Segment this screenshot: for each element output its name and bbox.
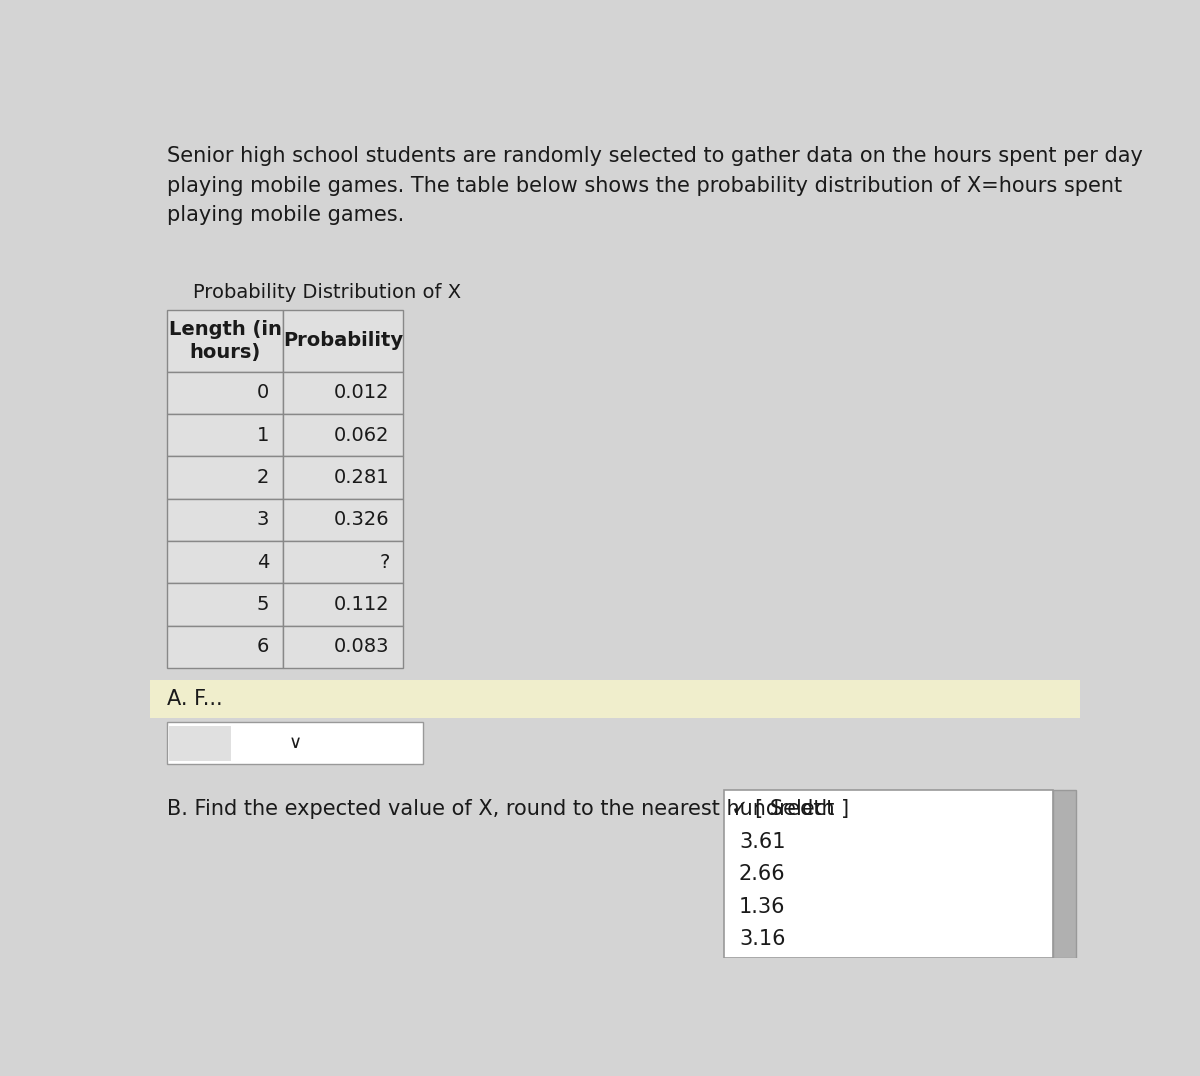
Bar <box>283 310 403 371</box>
Text: Probability: Probability <box>283 331 403 351</box>
Text: 0.062: 0.062 <box>334 426 390 444</box>
Text: 3.61: 3.61 <box>739 832 786 852</box>
Bar <box>283 626 403 668</box>
Text: 0.012: 0.012 <box>334 383 390 402</box>
Bar <box>167 371 283 414</box>
Text: 3.16: 3.16 <box>739 930 786 949</box>
Bar <box>283 414 403 456</box>
Text: Senior high school students are randomly selected to gather data on the hours sp: Senior high school students are randomly… <box>167 146 1142 225</box>
Bar <box>167 414 283 456</box>
Text: ∨: ∨ <box>288 734 301 752</box>
Bar <box>167 310 283 371</box>
Bar <box>283 583 403 626</box>
Bar <box>283 541 403 583</box>
Text: 0.083: 0.083 <box>334 637 390 656</box>
Text: 2.66: 2.66 <box>739 864 786 884</box>
Bar <box>283 371 403 414</box>
Text: 6: 6 <box>257 637 269 656</box>
Text: 1.36: 1.36 <box>739 896 786 917</box>
Bar <box>283 456 403 498</box>
Bar <box>1052 790 1076 958</box>
Text: 0: 0 <box>257 383 269 402</box>
Bar <box>724 790 1052 958</box>
Text: 0.281: 0.281 <box>334 468 390 487</box>
Bar <box>169 726 232 761</box>
Text: 4: 4 <box>257 553 269 571</box>
Text: Length (in
hours): Length (in hours) <box>169 320 282 363</box>
Text: ?: ? <box>379 553 390 571</box>
Bar <box>167 498 283 541</box>
Bar <box>167 626 283 668</box>
Bar <box>167 541 283 583</box>
Text: ✓ [ Select ]: ✓ [ Select ] <box>731 799 850 819</box>
Text: 0.112: 0.112 <box>334 595 390 614</box>
Text: 1: 1 <box>257 426 269 444</box>
Text: A. F...: A. F... <box>167 689 223 709</box>
Bar <box>167 456 283 498</box>
Bar <box>167 583 283 626</box>
Text: Probability Distribution of X: Probability Distribution of X <box>193 283 461 302</box>
Text: 3: 3 <box>257 510 269 529</box>
Text: 0.326: 0.326 <box>334 510 390 529</box>
Bar <box>283 498 403 541</box>
Text: 5: 5 <box>257 595 269 614</box>
Bar <box>150 680 1080 718</box>
Bar <box>167 722 422 764</box>
Text: 2: 2 <box>257 468 269 487</box>
Text: B. Find the expected value of X, round to the nearest hundredth: B. Find the expected value of X, round t… <box>167 799 835 819</box>
